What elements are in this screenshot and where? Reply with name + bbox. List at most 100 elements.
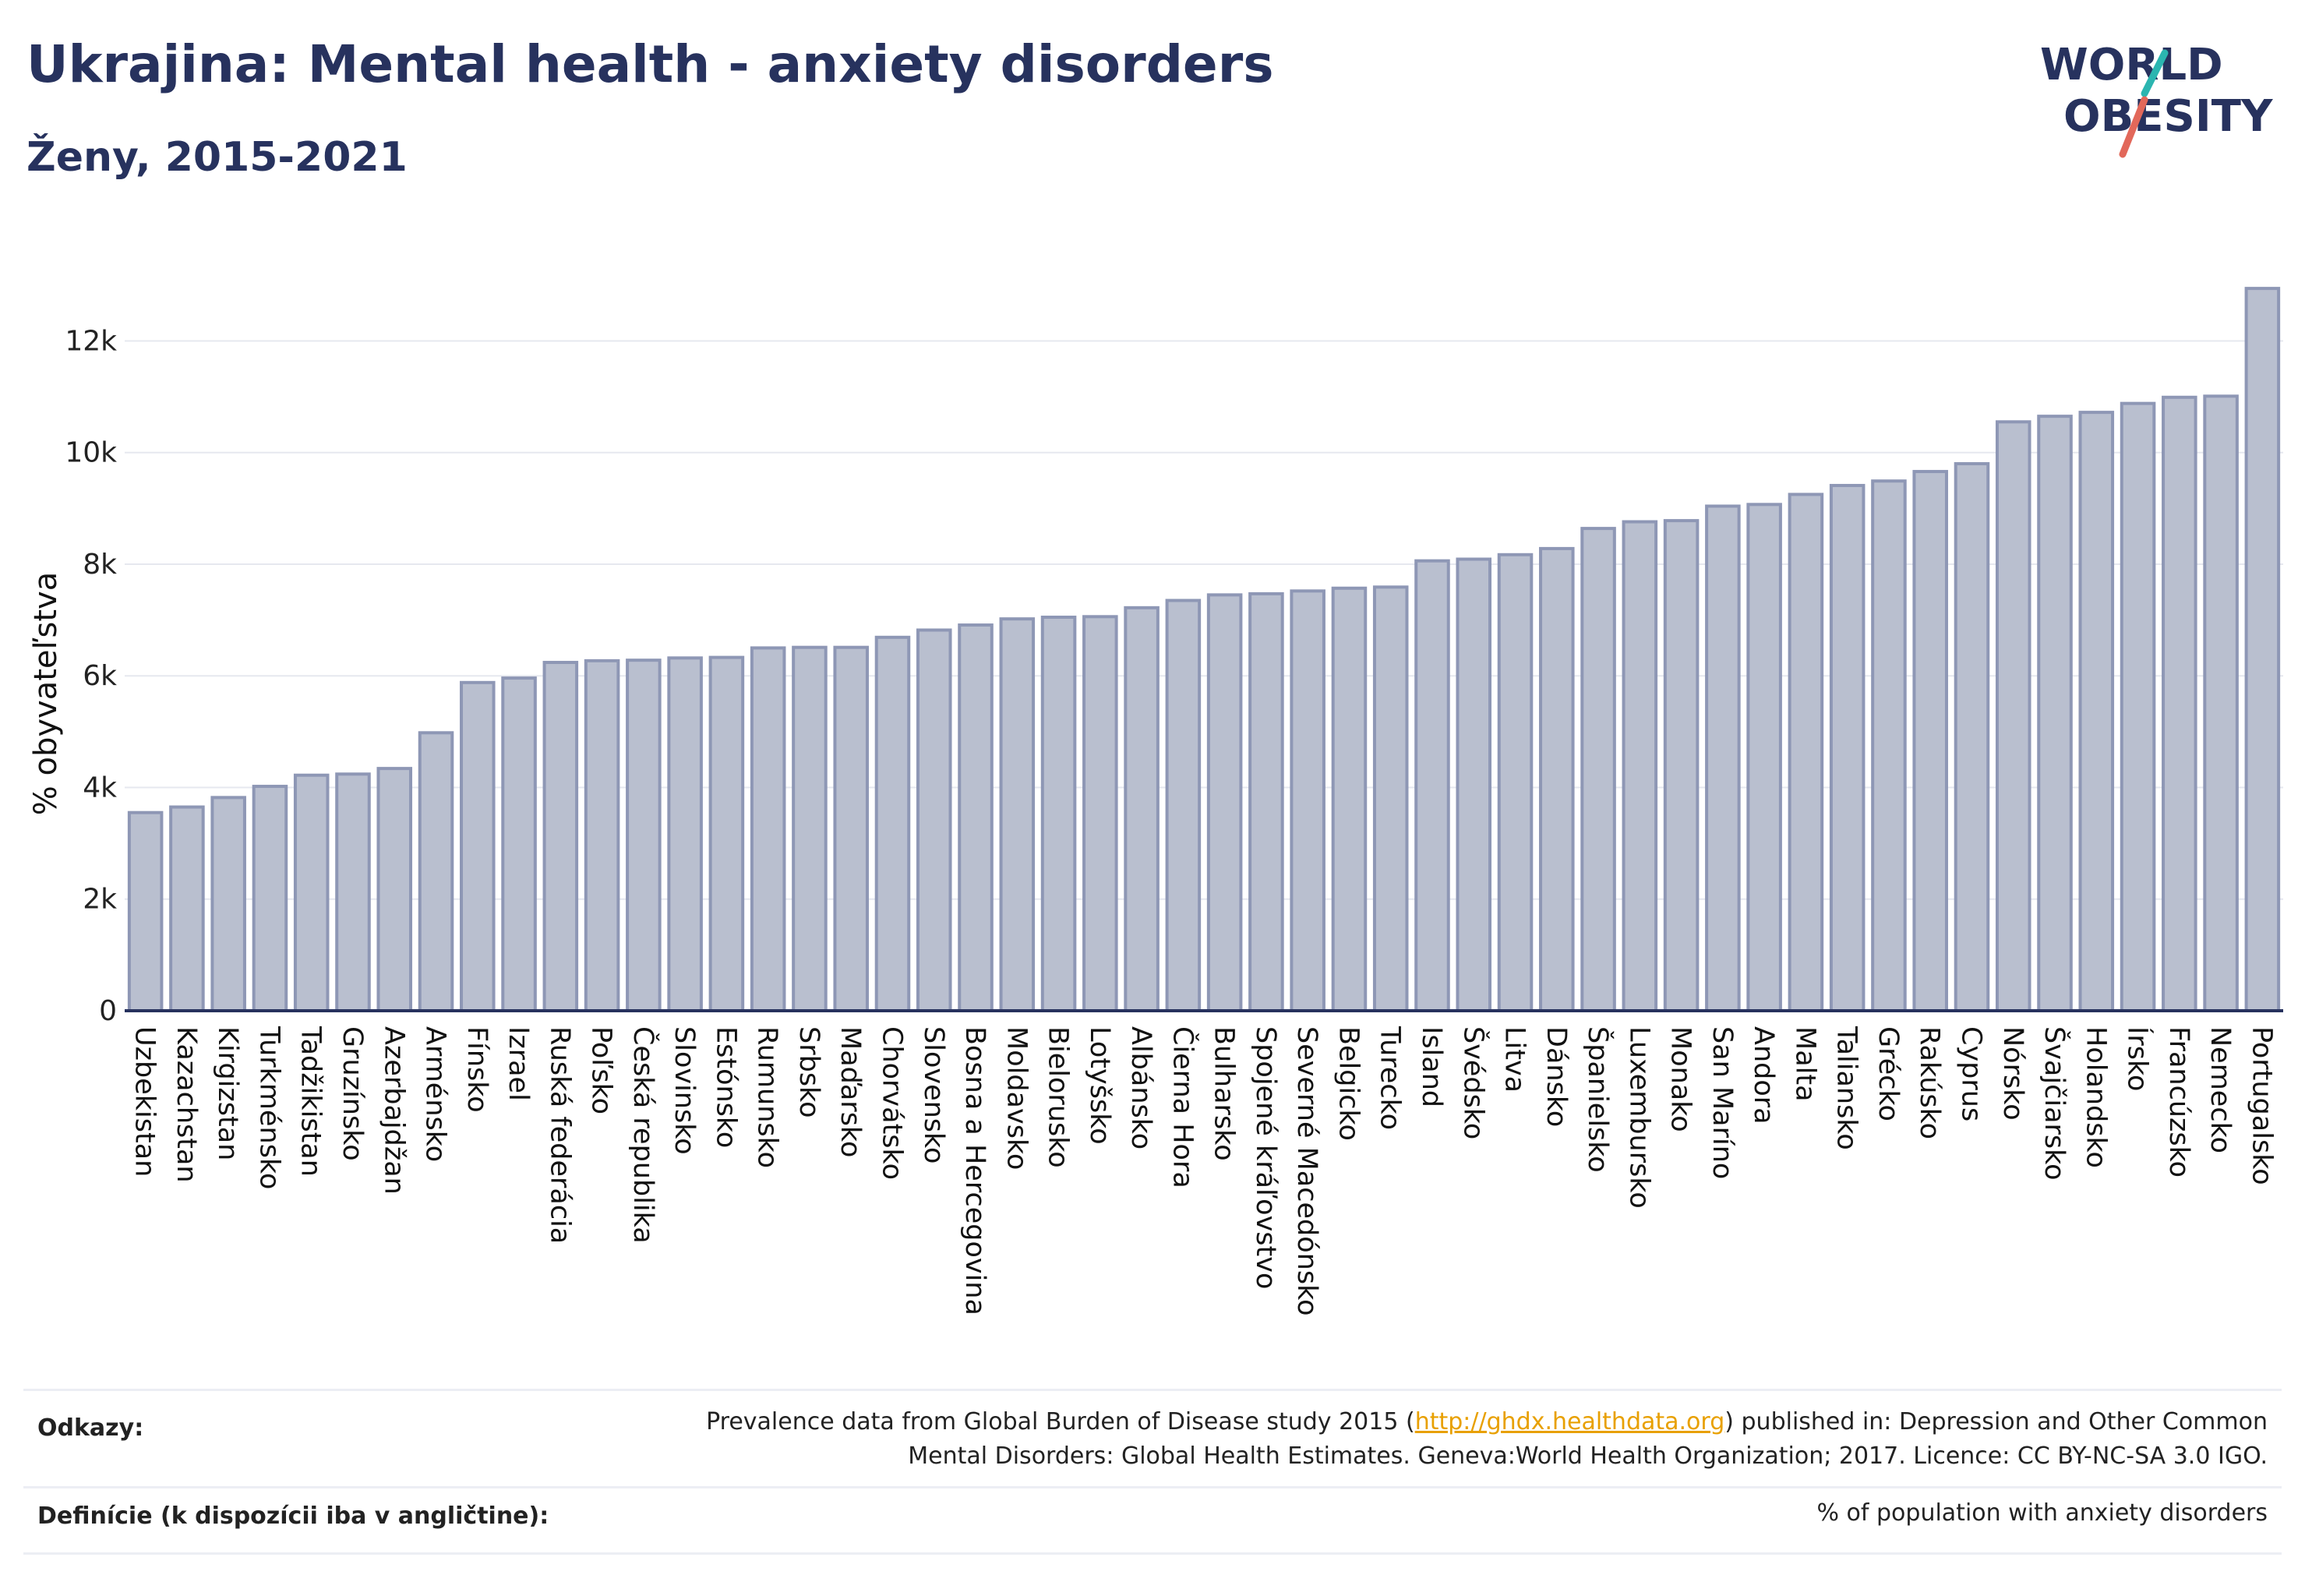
bar [1414,559,1450,1012]
definition-row: Definície (k dispozícii iba v angličtine… [23,1486,2282,1551]
x-category-label: Kirgizstan [212,1026,243,1160]
x-category-label: Rumunsko [752,1026,783,1168]
y-tick-label: 8k [83,549,117,581]
bar [2203,394,2239,1012]
y-tick-label: 12k [65,325,117,357]
x-category-label: Čierna Hora [1167,1026,1199,1188]
y-tick-label: 6k [83,660,117,692]
bar [460,680,496,1012]
x-category-label: Slovensko [918,1026,949,1163]
bar [833,645,869,1012]
logo-slash-teal [2141,49,2169,97]
x-category-label: Island [1416,1026,1447,1107]
bar [916,628,952,1012]
bar [127,810,164,1013]
bar-chart: 0 2k 4k 6k 8k 10k 12k Uzbekistan Kazachstan Kirg… [28,287,2283,1316]
x-category-label: Monako [1665,1026,1696,1132]
y-tick-labels: 0 2k 4k 6k 8k 10k 12k [65,325,117,1027]
bar [2037,415,2073,1012]
bar [542,661,579,1013]
logo-line2: OBESITY [2063,91,2274,142]
bar [708,655,745,1013]
x-category-label: Severné Macedónsko [1291,1026,1322,1316]
x-category-label: Albánsko [1125,1026,1156,1149]
bar [1290,589,1325,1012]
x-category-label: Maďarsko [835,1026,866,1157]
bar [1082,615,1118,1012]
x-category-label: Arménsko [420,1026,451,1162]
x-category-label: Nemecko [2204,1026,2236,1153]
bar [584,659,620,1012]
bar [293,773,330,1012]
bar [1248,591,1284,1012]
references-pre: Prevalence data from Global Burden of Di… [706,1408,1415,1435]
x-category-label: Lotyšsko [1084,1026,1115,1145]
x-category-label: Turkménsko [253,1026,284,1189]
x-category-label: Gruzínsko [337,1026,368,1161]
chart-title: Ukrajina: Mental health - anxiety disord… [26,34,1274,94]
bar [1206,593,1243,1012]
x-category-label: Cyprus [1955,1026,1986,1121]
bar [1705,504,1741,1012]
x-category-label: Poľsko [586,1026,617,1114]
x-category-label: Nórsko [1997,1026,2028,1121]
x-category-label: Taliansko [1831,1026,1862,1150]
bars [127,287,2281,1013]
bar [1746,503,1782,1012]
x-category-label: Holandsko [2080,1026,2111,1168]
bar [626,659,662,1013]
logo-slash-red [2119,96,2148,158]
definition-text: % of population with anxiety disorders [1816,1499,2268,1527]
x-category-label: Ruská federácia [544,1026,575,1244]
y-tick-label: 4k [83,772,117,803]
bar [1539,546,1575,1012]
bar [335,772,371,1012]
references-link[interactable]: http://ghdx.healthdata.org [1414,1408,1725,1435]
x-category-label: San Maríno [1707,1026,1738,1179]
x-category-label: Izrael [503,1026,534,1101]
definition-label: Definície (k dispozícii iba v angličtine… [37,1502,549,1530]
bar [792,645,828,1012]
bar [1912,470,1948,1012]
references-text: Prevalence data from Global Burden of Di… [706,1405,2268,1474]
bar [1040,616,1077,1012]
bar [1331,586,1368,1012]
x-category-label: Srbsko [793,1026,824,1118]
bar [1995,420,2031,1012]
x-category-label: Belgicko [1333,1026,1364,1141]
x-category-label: Španielsko [1582,1026,1615,1173]
bar [1622,520,1658,1012]
bar [252,785,288,1012]
references-post: ) published in: Depression and Other Com… [1724,1408,2268,1435]
bar [1663,519,1700,1012]
x-category-label: Estónsko [710,1026,741,1148]
x-category-label: Fínsko [461,1026,492,1113]
references-row: Odkazy: Prevalence data from Global Burd… [23,1389,2282,1485]
x-category-label: Česká republika [627,1026,660,1244]
x-category-label: Chorvátsko [876,1026,907,1180]
x-category-label: Švédsko [1457,1026,1490,1139]
bar [2078,411,2115,1012]
x-category-label: Švajčiarsko [2038,1026,2071,1181]
logo-line1: WORLD [2040,40,2223,90]
bar [418,731,454,1012]
y-tick-label: 2k [83,884,117,916]
y-axis-label: % obyvateľstva [28,572,64,815]
bar [1871,479,1907,1012]
bar [501,676,537,1012]
x-category-label: Portugalsko [2246,1026,2277,1185]
bar [999,617,1036,1012]
x-category-label: Turecko [1375,1026,1406,1130]
bar [1829,483,1866,1012]
bar [1580,527,1616,1012]
x-category-label: Spojené kráľovstvo [1250,1026,1281,1289]
bar [210,796,246,1012]
bar [874,635,911,1012]
references-line2: Mental Disorders: Global Health Estimate… [908,1442,2268,1470]
x-category-label: Francúzsko [2163,1026,2194,1178]
bar [1954,462,1990,1012]
world-obesity-logo: WORLD OBESITY [2026,31,2291,171]
x-category-label: Uzbekistan [129,1026,161,1177]
references-label: Odkazy: [37,1414,144,1442]
y-tick-label: 0 [99,995,117,1027]
